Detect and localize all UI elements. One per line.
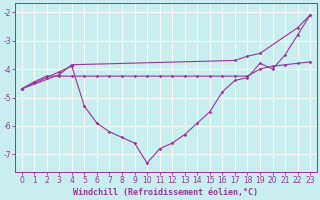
X-axis label: Windchill (Refroidissement éolien,°C): Windchill (Refroidissement éolien,°C)	[73, 188, 258, 197]
